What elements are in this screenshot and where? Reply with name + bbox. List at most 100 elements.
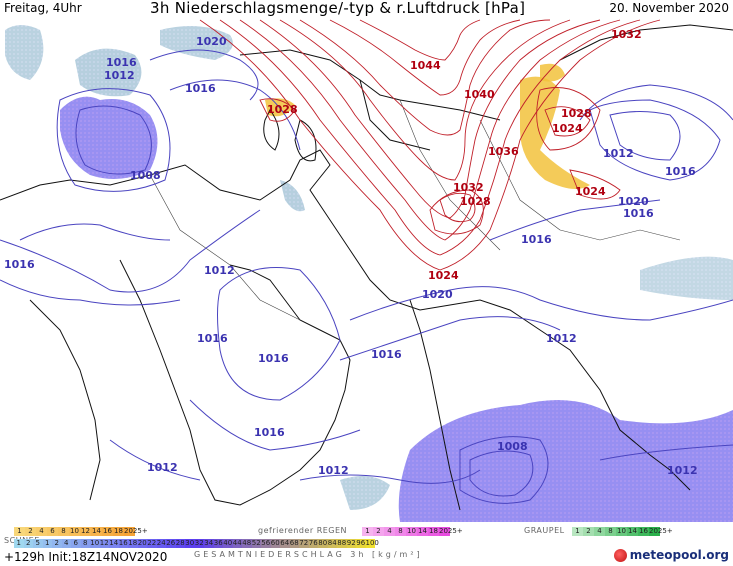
isobar-label: 1012 xyxy=(318,464,349,477)
total-precip-label: GESAMTNIEDERSCHLAG 3h [kg/m²] xyxy=(194,550,423,559)
precip-area-arabian-sea xyxy=(340,476,390,510)
isobar-labels-red: 1028 1044 1040 1036 1032 1028 1024 1028 … xyxy=(267,28,642,282)
isobar-label: 1028 xyxy=(460,195,491,208)
legend-swatch: 6 xyxy=(71,539,81,548)
isobar-label: 1016 xyxy=(521,233,552,246)
isobar-label: 1016 xyxy=(4,258,35,271)
legend-swatch: 16 xyxy=(638,527,649,536)
legend-swatch: 12 xyxy=(99,539,109,548)
legend-swatch: 64 xyxy=(280,539,290,548)
legend-swatch: 2 xyxy=(52,539,62,548)
precip-area-caspian xyxy=(280,180,305,212)
isobar-label: 1012 xyxy=(603,147,634,160)
isobar-label: 1020 xyxy=(196,35,227,48)
isobar-label: 1024 xyxy=(428,269,459,282)
legend-swatch: 2025+ xyxy=(439,527,463,536)
legend-swatch: 2025+ xyxy=(124,527,148,536)
isobar-label: 1016 xyxy=(623,207,654,220)
country-borders xyxy=(149,99,681,321)
legend-swatch: 12 xyxy=(80,527,91,536)
legend-freezing-rain-scale: 1 2 4 8 10 14 18 2025+ xyxy=(362,527,463,536)
legend-swatch: 16 xyxy=(118,539,128,548)
isobar-label: 1012 xyxy=(147,461,178,474)
legend-swatch: 8 xyxy=(80,539,90,548)
forecast-date: 20. November 2020 xyxy=(609,1,729,15)
isobar-label: 1020 xyxy=(422,288,453,301)
isobar-label: 1012 xyxy=(667,464,698,477)
isobar-label: 1016 xyxy=(371,348,402,361)
legend-swatch: 32 xyxy=(194,539,204,548)
isobar-label: 1016 xyxy=(106,56,137,69)
legend-graupel-scale: 1 2 4 8 10 14 16 2025+ xyxy=(572,527,673,536)
legend-swatch: 1 xyxy=(42,539,52,548)
brand-name: meteopool.org xyxy=(629,548,729,562)
legend-swatch: 52 xyxy=(251,539,261,548)
legend-swatch: 16 xyxy=(102,527,113,536)
legend-swatch: 5 xyxy=(33,539,43,548)
isobar-label: 1012 xyxy=(104,69,135,82)
legend-swatch: 10 xyxy=(406,527,417,536)
legend-swatch: 6 xyxy=(47,527,58,536)
forecast-day-time: Freitag, 4Uhr xyxy=(4,1,82,15)
snow-area-north xyxy=(540,63,565,82)
legend-swatch: 1 xyxy=(14,527,25,536)
legend-swatch: 14 xyxy=(91,527,102,536)
isobars-red xyxy=(199,19,661,271)
brand-icon xyxy=(613,548,627,562)
legend-swatch: 14 xyxy=(627,527,638,536)
legend-swatch: 30 xyxy=(185,539,195,548)
legend-swatch: 68 xyxy=(289,539,299,548)
legend-swatch: 84 xyxy=(327,539,337,548)
isobar-label: 1016 xyxy=(254,426,285,439)
legend-total-scale: 1 2 5 1 2 4 6 8 10 12 14 16 18 20 22 24 26 28 30 32 34 36 40 44… xyxy=(14,539,379,548)
isobar-label: 1020 xyxy=(618,195,649,208)
isobar-label: 1028 xyxy=(561,107,592,120)
legend-swatch: 76 xyxy=(308,539,318,548)
legend-swatch: 80 xyxy=(318,539,328,548)
legend-swatch: 8 xyxy=(395,527,406,536)
brand-logo[interactable]: meteopool.org xyxy=(613,548,729,562)
legend-swatch: 8 xyxy=(58,527,69,536)
precip-area-mediterranean xyxy=(60,96,158,179)
legend-swatch: 48 xyxy=(242,539,252,548)
legend-swatch: 18 xyxy=(113,527,124,536)
map-title: 3h Niederschlagsmenge/-typ & r.Luftdruck… xyxy=(150,0,526,17)
isobar-label: 1008 xyxy=(497,440,528,453)
legend-swatch: 44 xyxy=(232,539,242,548)
legend-swatch: 22 xyxy=(147,539,157,548)
legend-swatch: 26 xyxy=(166,539,176,548)
isobar-label: 1012 xyxy=(546,332,577,345)
legend-swatch: 36 xyxy=(213,539,223,548)
isobar-label: 1016 xyxy=(665,165,696,178)
isobar-label: 1040 xyxy=(464,88,495,101)
isobar-label: 1036 xyxy=(488,145,519,158)
legend-swatch: 2 xyxy=(583,527,594,536)
model-run-info: +129h Init:18Z14NOV2020 xyxy=(4,550,168,564)
legend-swatch: 18 xyxy=(428,527,439,536)
legend-swatch: 100 xyxy=(365,539,379,548)
map-header: Freitag, 4Uhr 3h Niederschlagsmenge/-typ… xyxy=(0,0,733,18)
legend-swatch: 96 xyxy=(356,539,366,548)
legend-swatch: 88 xyxy=(337,539,347,548)
legend-swatch: 92 xyxy=(346,539,356,548)
isobar-label: 1016 xyxy=(258,352,289,365)
legend-swatch: 56 xyxy=(261,539,271,548)
legend-swatch: 20 xyxy=(137,539,147,548)
weather-map: 1020 1016 1012 1016 1008 1016 1012 1016 … xyxy=(0,19,733,522)
legend-swatch: 4 xyxy=(384,527,395,536)
isobar-label: 1024 xyxy=(575,185,606,198)
legend-swatch: 10 xyxy=(69,527,80,536)
isobar-label: 1024 xyxy=(552,122,583,135)
isobar-label: 1012 xyxy=(204,264,235,277)
legend-freezing-rain-label: gefrierender REGEN xyxy=(258,526,348,535)
legend-graupel-label: GRAUPEL xyxy=(524,526,565,535)
isobar-label: 1032 xyxy=(453,181,484,194)
legend-snow-scale: 1 2 4 6 8 10 12 14 16 18 2025+ xyxy=(14,527,148,536)
precip-area-china xyxy=(640,256,733,300)
legend-swatch: 14 xyxy=(417,527,428,536)
legend-swatch: 40 xyxy=(223,539,233,548)
legend-swatch: 4 xyxy=(594,527,605,536)
legend-swatch: 4 xyxy=(36,527,47,536)
legend-swatch: 34 xyxy=(204,539,214,548)
isobar-label: 1008 xyxy=(130,169,161,182)
